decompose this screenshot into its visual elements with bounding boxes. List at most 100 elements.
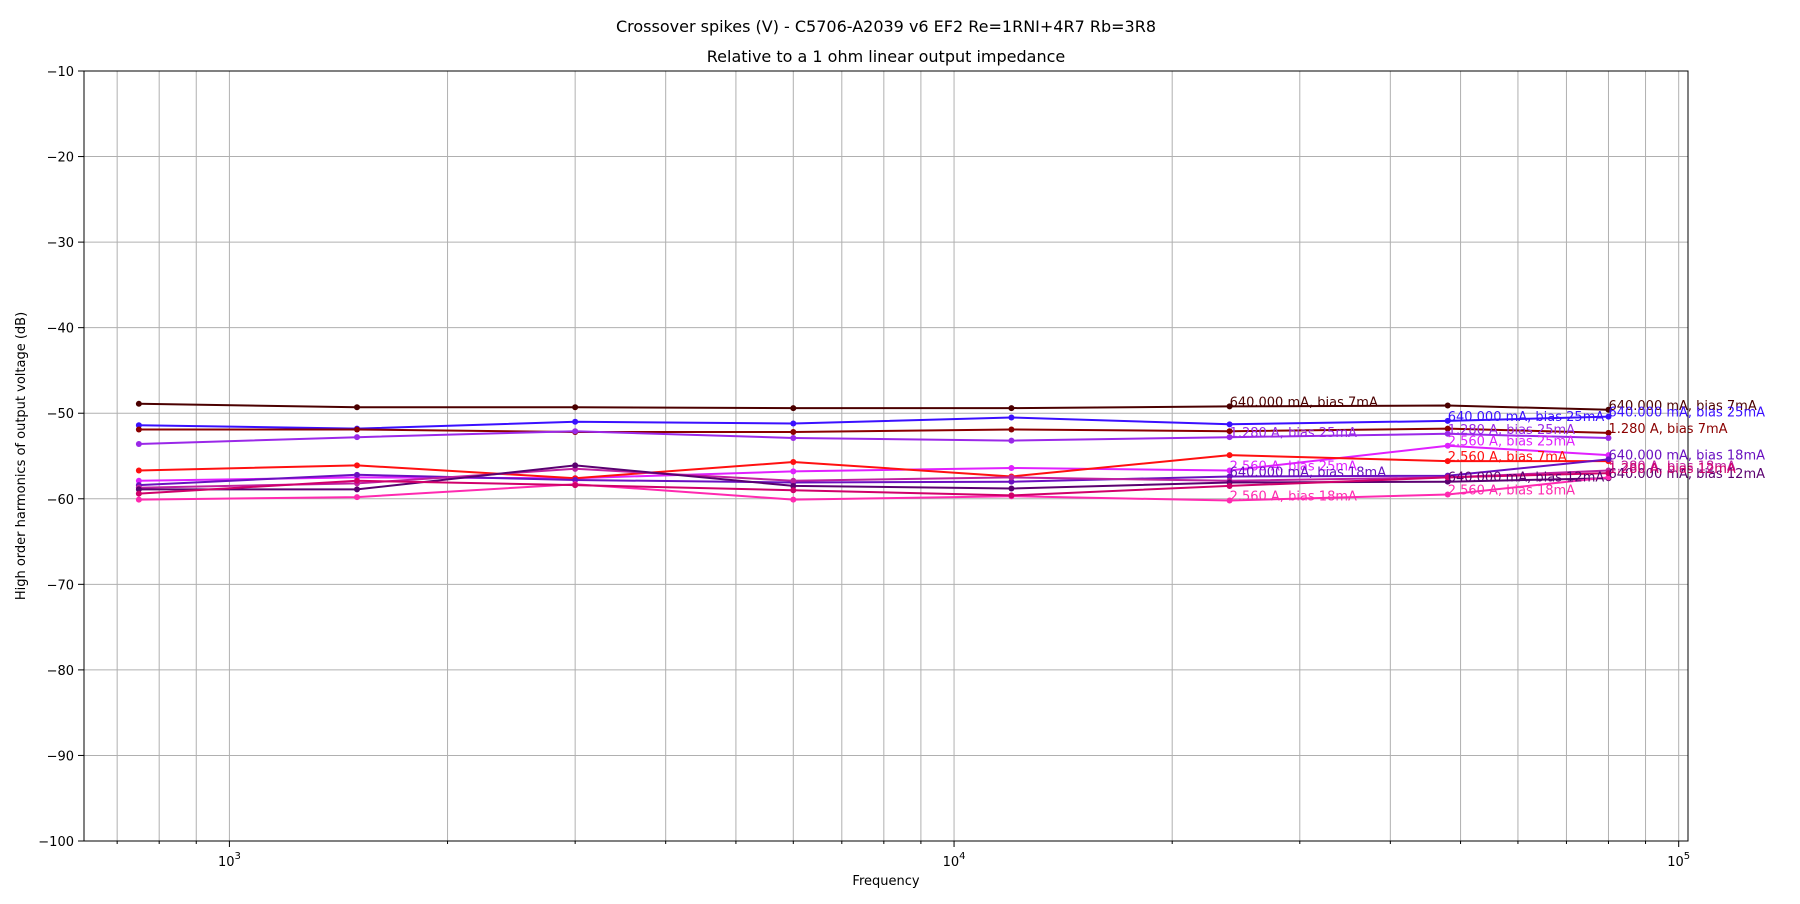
data-point bbox=[1605, 429, 1612, 436]
data-point bbox=[1444, 430, 1451, 437]
series-label: 1.280 A, bias 7mA bbox=[1608, 422, 1727, 437]
data-point bbox=[1444, 417, 1451, 424]
data-point bbox=[1008, 414, 1015, 421]
data-point bbox=[1444, 402, 1451, 409]
data-point bbox=[1444, 442, 1451, 449]
data-point bbox=[1605, 413, 1612, 420]
data-point bbox=[1008, 485, 1015, 492]
data-point bbox=[1444, 474, 1451, 481]
y-tick-label: −70 bbox=[47, 578, 74, 593]
data-point bbox=[572, 428, 579, 435]
y-tick-label: −20 bbox=[47, 151, 74, 166]
data-point bbox=[1008, 492, 1015, 499]
data-point bbox=[1605, 474, 1612, 481]
series-label: 640.000 mA, bias 18mA bbox=[1230, 466, 1387, 481]
data-point bbox=[135, 426, 142, 433]
data-point bbox=[1444, 458, 1451, 465]
data-point bbox=[790, 458, 797, 465]
data-point bbox=[1444, 491, 1451, 498]
y-tick-label: −80 bbox=[47, 664, 74, 679]
data-point bbox=[572, 404, 579, 411]
series-line bbox=[138, 402, 1609, 411]
series-line bbox=[138, 427, 1609, 434]
data-point bbox=[790, 405, 797, 412]
data-point bbox=[1226, 497, 1233, 504]
x-tick-label: 103 bbox=[218, 851, 241, 870]
data-point bbox=[1008, 405, 1015, 412]
data-point bbox=[1226, 482, 1233, 489]
series-line bbox=[138, 464, 1609, 491]
data-point bbox=[135, 422, 142, 429]
y-axis-label: High order harmonics of output voltage (… bbox=[14, 312, 29, 600]
data-point bbox=[354, 426, 361, 433]
data-point bbox=[790, 482, 797, 489]
series-line bbox=[138, 430, 1609, 445]
data-point bbox=[790, 468, 797, 475]
data-point bbox=[354, 462, 361, 469]
data-point bbox=[1226, 421, 1233, 428]
series-line bbox=[138, 454, 1609, 480]
series-label: 2.560 A, bias 18mA bbox=[1448, 484, 1575, 499]
series-label: 1.280 A, bias 25mA bbox=[1448, 423, 1575, 438]
data-point bbox=[572, 462, 579, 469]
data-point bbox=[1008, 478, 1015, 485]
data-point bbox=[135, 400, 142, 407]
data-point bbox=[1605, 435, 1612, 442]
data-point bbox=[572, 476, 579, 483]
series-line bbox=[138, 415, 1609, 430]
series-label: 640.000 mA, bias 25mA bbox=[1448, 410, 1605, 425]
data-point bbox=[1226, 434, 1233, 441]
data-point bbox=[354, 404, 361, 411]
data-point bbox=[572, 482, 579, 489]
data-point bbox=[135, 486, 142, 493]
data-point bbox=[1444, 425, 1451, 432]
data-point bbox=[790, 420, 797, 427]
series-label: 2.560 A, bias 7mA bbox=[1448, 450, 1567, 465]
data-point bbox=[135, 467, 142, 474]
series-label: 1.280 A, bias 25mA bbox=[1230, 426, 1357, 441]
y-tick-label: −40 bbox=[47, 322, 74, 337]
series-label: 2.560 A, bias 18mA bbox=[1230, 489, 1357, 504]
data-point bbox=[1226, 403, 1233, 410]
data-point bbox=[1605, 452, 1612, 459]
data-point bbox=[1008, 474, 1015, 481]
series-line bbox=[138, 472, 1609, 497]
y-tick-label: −50 bbox=[47, 407, 74, 422]
data-point bbox=[135, 441, 142, 448]
data-point bbox=[1444, 478, 1451, 485]
data-point bbox=[1008, 464, 1015, 471]
series-label: 1.280 A, bias 18mA bbox=[1608, 460, 1735, 475]
data-point bbox=[354, 471, 361, 478]
y-tick-label: −30 bbox=[47, 236, 74, 251]
data-point bbox=[1226, 467, 1233, 474]
data-point bbox=[1008, 437, 1015, 444]
series-label: 2.560 A, bias 25mA bbox=[1230, 460, 1357, 475]
data-point bbox=[1605, 470, 1612, 477]
data-point bbox=[1226, 428, 1233, 435]
data-point bbox=[790, 487, 797, 494]
data-point bbox=[790, 429, 797, 436]
data-point bbox=[790, 496, 797, 503]
series-label: 640.000 mA, bias 12mA bbox=[1448, 471, 1605, 486]
data-point bbox=[1605, 406, 1612, 413]
series-label: 640.000 mA, bias 7mA bbox=[1230, 395, 1378, 410]
data-point bbox=[1008, 426, 1015, 433]
x-axis-label: Frequency bbox=[852, 874, 919, 889]
chart-subtitle: Relative to a 1 ohm linear output impeda… bbox=[707, 47, 1066, 66]
data-point bbox=[1226, 452, 1233, 459]
data-point bbox=[572, 418, 579, 425]
data-point bbox=[354, 494, 361, 501]
series-line bbox=[138, 458, 1609, 487]
data-point bbox=[1226, 473, 1233, 480]
data-point bbox=[1605, 456, 1612, 463]
data-point bbox=[790, 477, 797, 484]
series-label: 2.560 A, bias 25mA bbox=[1448, 435, 1575, 450]
data-point bbox=[135, 496, 142, 503]
series-label: 640.000 mA, bias 25mA bbox=[1608, 406, 1765, 421]
series-label: 640.000 mA, bias 18mA bbox=[1608, 448, 1765, 463]
data-point bbox=[790, 435, 797, 442]
series-label: 640.000 mA, bias 12mA bbox=[1608, 467, 1765, 482]
series-label: 1.280 A, bias 12mA bbox=[1608, 462, 1735, 477]
